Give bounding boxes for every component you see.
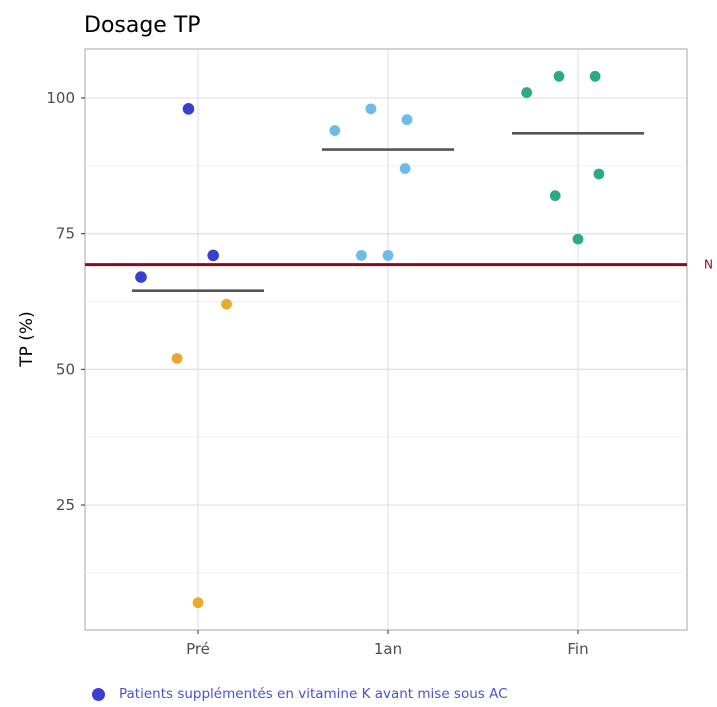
data-point — [365, 103, 377, 115]
data-point — [593, 168, 605, 180]
panel-background — [84, 48, 688, 631]
y-tick-label: 50 — [56, 360, 75, 378]
chart-title: Dosage TP — [84, 13, 201, 38]
legend: Patients supplémentés en vitamine K avan… — [92, 686, 508, 702]
data-point — [135, 271, 147, 283]
y-tick-label: 100 — [46, 89, 75, 107]
data-point — [521, 87, 533, 98]
axis-ticks: 25 50 75 100 Pré 1an Fin — [46, 89, 588, 658]
legend-dot-icon — [92, 687, 105, 701]
y-tick-label: 75 — [56, 225, 75, 243]
data-point — [589, 70, 601, 82]
reference-line-label: N — [704, 258, 713, 272]
data-point — [329, 125, 341, 136]
x-tick-label: Fin — [567, 640, 588, 658]
data-point — [399, 163, 411, 174]
data-point — [356, 249, 367, 261]
data-point — [382, 249, 394, 261]
y-axis-label: TP (%) — [17, 311, 37, 367]
data-point — [171, 353, 183, 364]
data-point — [221, 298, 232, 310]
legend-label: Patients supplémentés en vitamine K avan… — [119, 686, 508, 702]
mean-lines — [132, 131, 644, 292]
data-point — [553, 70, 565, 82]
data-point — [401, 114, 413, 126]
x-tick-label: Pré — [186, 640, 210, 658]
plot-panel: 25 50 75 100 Pré 1an Fin — [46, 48, 688, 658]
data-point — [192, 597, 204, 609]
data-points — [135, 70, 605, 609]
y-tick-label: 25 — [56, 496, 75, 514]
x-tick-label: 1an — [374, 640, 402, 658]
data-point — [572, 233, 584, 245]
data-point — [549, 190, 561, 202]
grid — [85, 49, 687, 630]
data-point — [207, 249, 219, 262]
data-point — [182, 103, 195, 115]
